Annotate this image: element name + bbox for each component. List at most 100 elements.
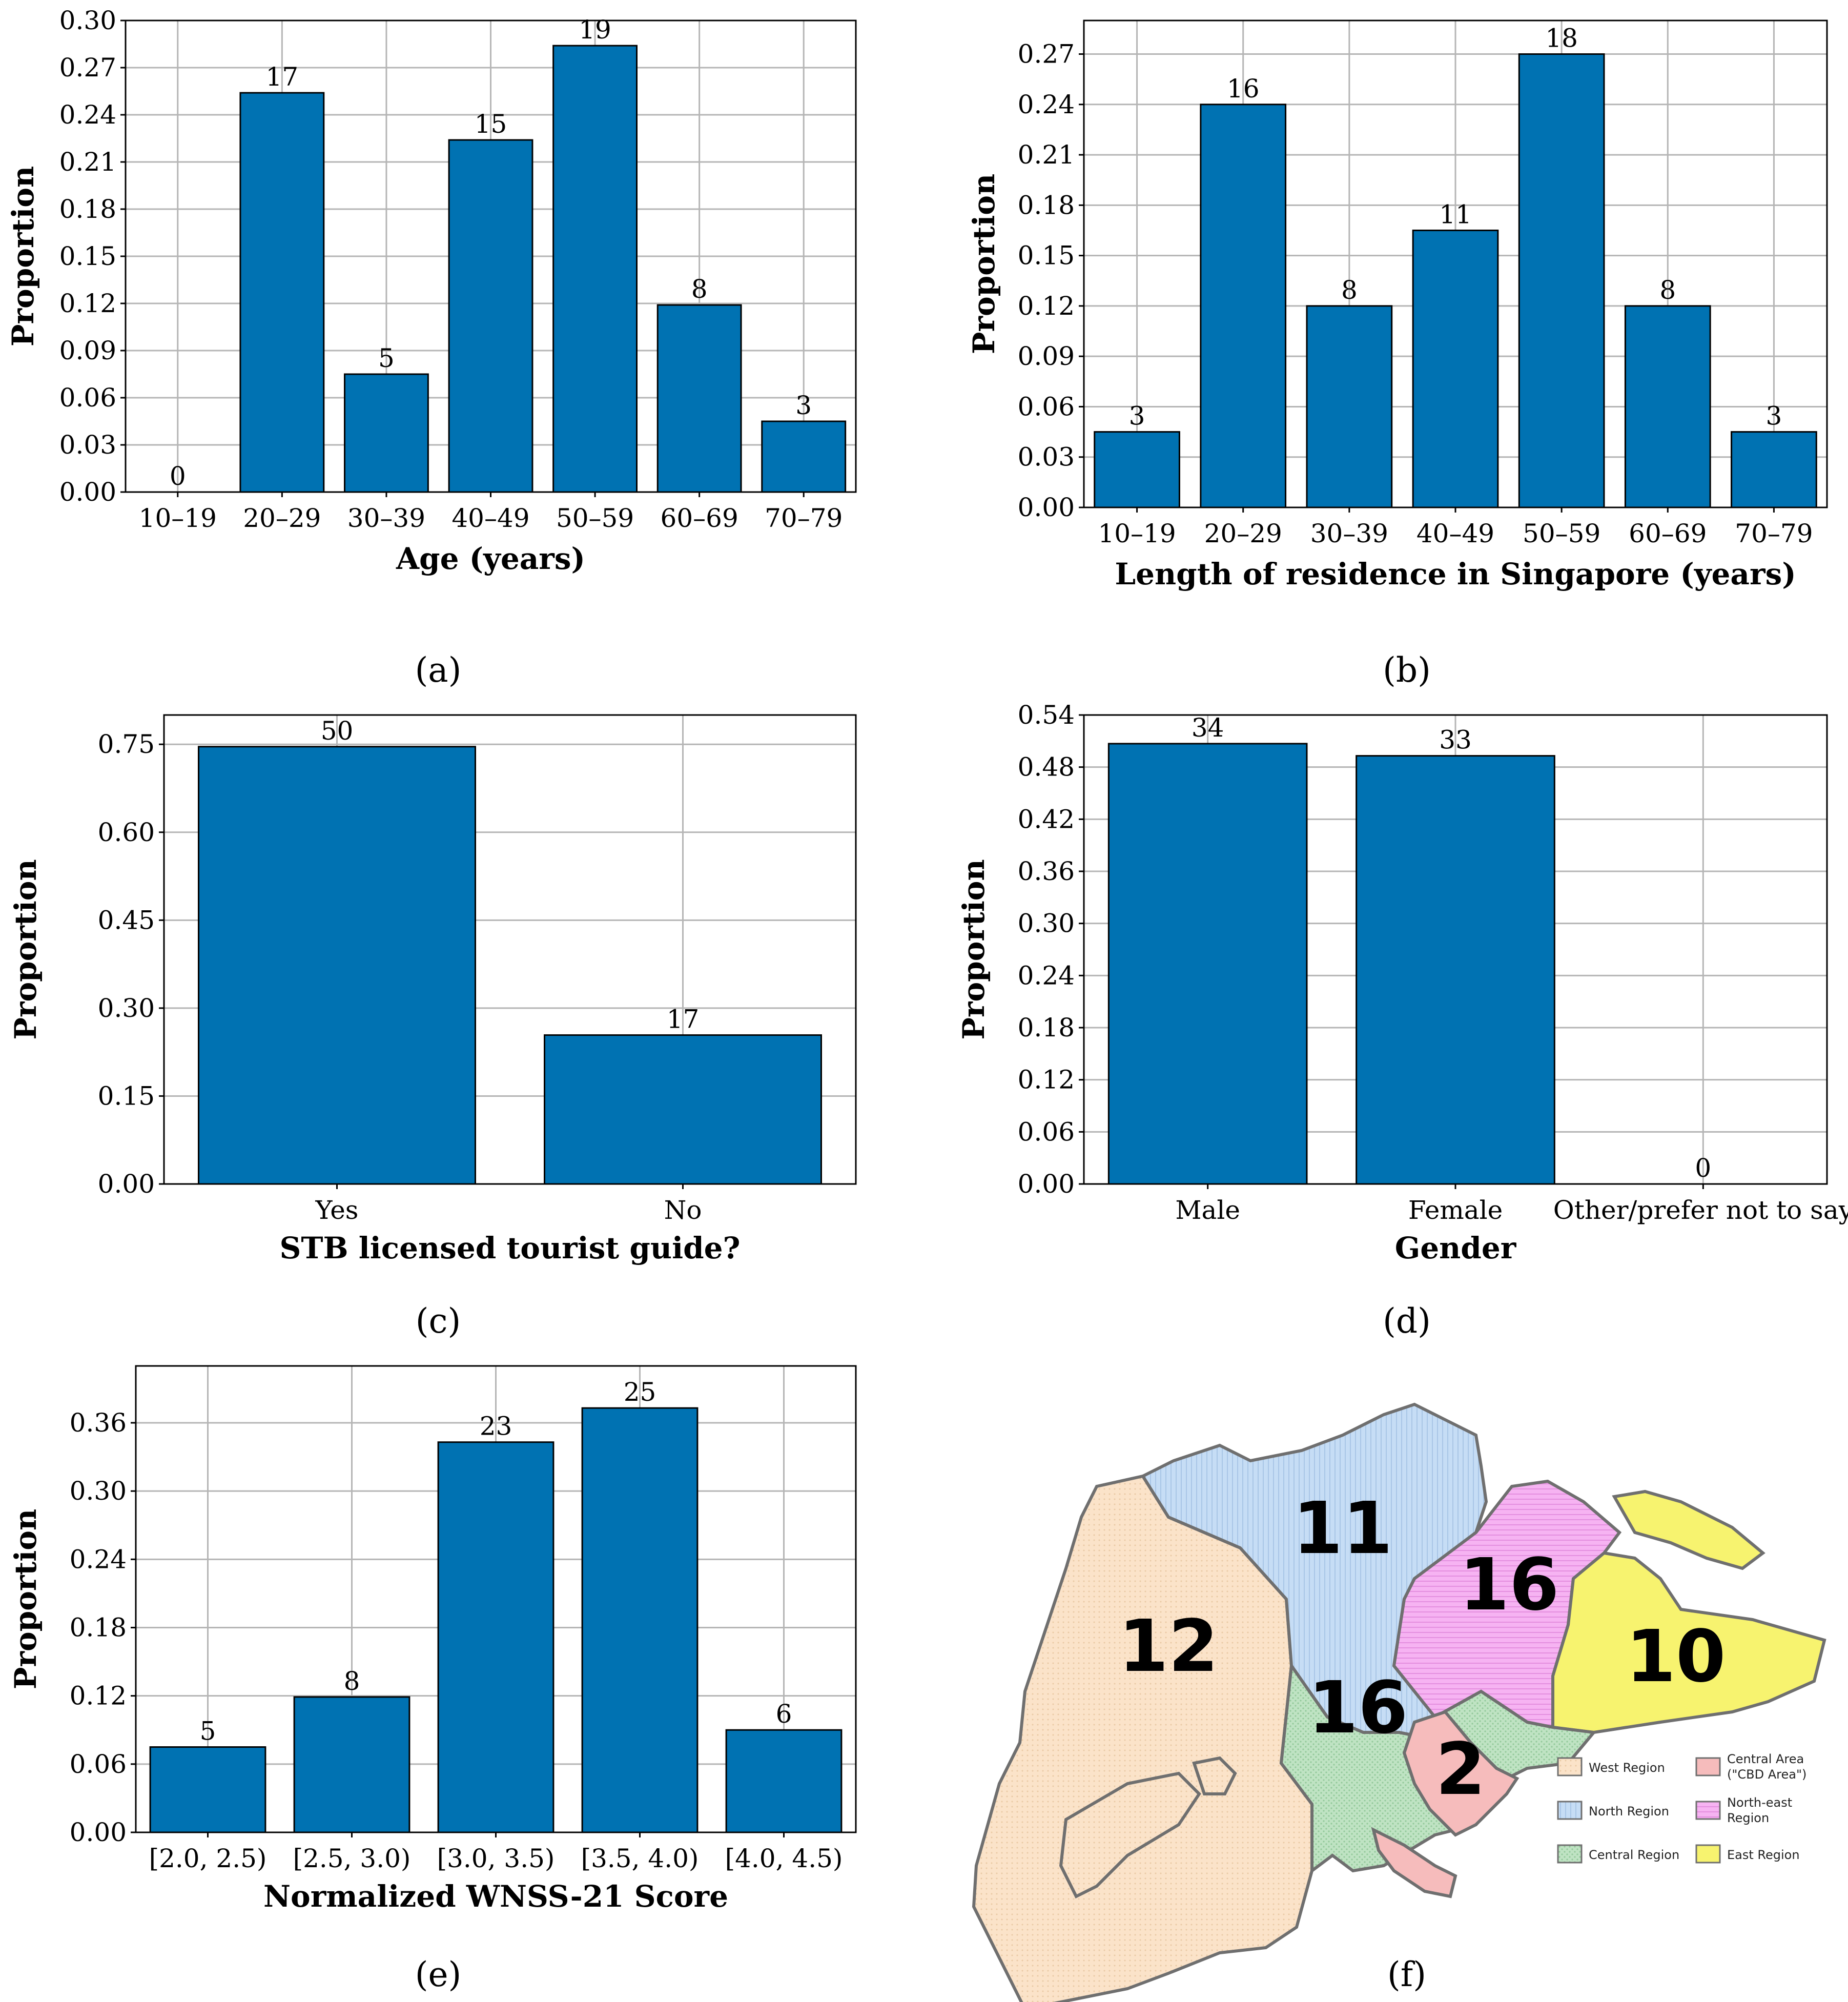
bar-b-4	[1518, 53, 1605, 508]
y-tick-label-2: 0.06	[59, 383, 116, 413]
caption-f: (f)	[1387, 1955, 1426, 1994]
x-tick-label-0: [2.0, 2.5)	[149, 1844, 267, 1873]
caption-b: (b)	[1383, 650, 1431, 690]
y-tick-label-4: 0.12	[59, 289, 116, 318]
y-tick-label-0: 0.00	[1018, 493, 1075, 522]
y-tick-label-3: 0.09	[59, 336, 116, 365]
x-tick-label-6: 70–79	[765, 503, 843, 533]
bar-count-label-0: 34	[1192, 713, 1224, 743]
bar-b-1	[1200, 104, 1287, 508]
central-region-count: 16	[1308, 1666, 1408, 1750]
legend-north-east-line1: North-east	[1727, 1795, 1792, 1810]
x-axis-label: Normalized WNSS-21 Score	[263, 1879, 728, 1914]
bar-e-1	[293, 1696, 410, 1833]
y-tick-label-5: 0.15	[59, 241, 116, 271]
north-region-count: 11	[1293, 1487, 1393, 1570]
y-tick-label-0: 0.00	[59, 477, 116, 507]
y-tick-label-7: 0.21	[59, 147, 116, 177]
x-tick-label-1: No	[664, 1195, 702, 1225]
bar-e-0	[149, 1746, 266, 1833]
bar-count-label-6: 3	[1766, 401, 1782, 431]
x-tick-label-3: 40–49	[1416, 519, 1494, 548]
bar-count-label-3: 15	[475, 109, 507, 139]
y-tick-label-8: 0.24	[1018, 90, 1075, 119]
y-axis-label: Proportion	[6, 166, 40, 346]
bar-count-label-5: 8	[1659, 275, 1676, 305]
y-tick-label-1: 0.06	[1018, 1117, 1075, 1147]
caption-c: (c)	[416, 1301, 461, 1341]
x-axis-label: STB licensed tourist guide?	[279, 1231, 740, 1265]
x-tick-label-2: 30–39	[1310, 519, 1388, 548]
x-tick-label-1: Female	[1408, 1195, 1503, 1225]
legend-swatch-central	[1557, 1844, 1583, 1864]
y-tick-label-0: 0.00	[98, 1169, 155, 1199]
plot-frame	[1083, 714, 1828, 1185]
legend-cbd-line1: Central Area	[1727, 1752, 1804, 1766]
legend-swatch-north	[1557, 1801, 1583, 1820]
east-region-count: 10	[1626, 1615, 1726, 1699]
x-tick-label-0: 10–19	[139, 503, 217, 533]
y-tick-label-10: 0.30	[59, 6, 116, 35]
bar-count-label-4: 6	[776, 1699, 792, 1729]
bar-count-label-1: 33	[1439, 725, 1472, 755]
y-tick-label-3: 0.45	[98, 905, 155, 935]
y-tick-label-4: 0.60	[98, 818, 155, 847]
y-tick-label-6: 0.36	[1018, 856, 1075, 886]
bar-count-label-1: 8	[344, 1666, 360, 1696]
x-axis-label: Length of residence in Singapore (years)	[1115, 557, 1796, 591]
y-tick-label-6: 0.18	[59, 194, 116, 224]
bar-count-label-3: 11	[1439, 199, 1472, 229]
x-tick-label-1: 20–29	[243, 503, 321, 533]
chart-panel-b: 0.00 0.03 0.06 0.09 0.12 0.15 0.18 0.21 0.24 0.27…	[967, 19, 1828, 690]
y-tick-label-5: 0.75	[98, 729, 155, 759]
y-tick-label-5: 0.15	[1018, 241, 1075, 271]
chart-panel-a: 0.00 0.03 0.06 0.09 0.12 0.15 0.18 0.21 0.24 0.27…	[6, 6, 857, 690]
legend-west: West Region	[1589, 1761, 1665, 1775]
legend-swatch-east	[1695, 1844, 1721, 1864]
y-tick-label-9: 0.54	[1018, 700, 1075, 730]
y-tick-label-1: 0.15	[98, 1081, 155, 1111]
legend-east: East Region	[1727, 1848, 1800, 1862]
plot-frame	[125, 19, 857, 493]
x-tick-label-4: 50–59	[556, 503, 634, 533]
caption-e: (e)	[415, 1955, 462, 1994]
bar-c-0	[198, 746, 476, 1185]
x-tick-label-5: 60–69	[1629, 519, 1707, 548]
y-tick-label-3: 0.09	[1018, 341, 1075, 371]
chart-panel-d: 0.00 0.06 0.12 0.18 0.24 0.30 0.36 0.42 0.48 0.54…	[956, 700, 1848, 1341]
bar-a-4	[552, 45, 638, 493]
legend-north-east-line2: Region	[1727, 1811, 1769, 1825]
bar-e-3	[581, 1407, 699, 1833]
cbd-area-count: 2	[1435, 1728, 1485, 1811]
north-east-region-count: 16	[1460, 1543, 1559, 1627]
map-legend: West Region North Region Central Region …	[1557, 1752, 1806, 1864]
bar-count-label-4: 18	[1545, 24, 1578, 53]
central-area-cbd	[1402, 1710, 1520, 1837]
y-tick-label-6: 0.18	[1018, 190, 1075, 220]
y-tick-label-2: 0.12	[1018, 1065, 1075, 1095]
y-tick-label-5: 0.30	[70, 1476, 127, 1506]
y-tick-label-4: 0.24	[70, 1544, 127, 1574]
y-tick-label-1: 0.03	[59, 430, 116, 460]
western-islet	[1192, 1756, 1237, 1795]
bar-b-0	[1094, 431, 1180, 508]
bar-count-label-2: 23	[480, 1412, 512, 1441]
x-tick-label-0: 10–19	[1098, 519, 1176, 548]
bar-count-label-1: 16	[1227, 74, 1260, 104]
y-tick-label-7: 0.21	[1018, 140, 1075, 170]
y-tick-label-0: 0.00	[1018, 1169, 1075, 1199]
legend-central: Central Region	[1589, 1848, 1679, 1862]
y-tick-label-9: 0.27	[1018, 39, 1075, 69]
legend-north: North Region	[1589, 1804, 1669, 1819]
y-tick-label-0: 0.00	[70, 1817, 127, 1847]
east-island	[1612, 1489, 1765, 1570]
y-tick-label-2: 0.12	[70, 1681, 127, 1711]
bar-a-3	[448, 139, 533, 493]
bar-b-2	[1306, 305, 1393, 508]
bar-count-label-5: 8	[691, 274, 708, 304]
x-tick-label-2: [3.0, 3.5)	[437, 1844, 555, 1873]
legend-cbd-line2: ("CBD Area")	[1727, 1767, 1806, 1782]
bar-count-label-6: 3	[795, 391, 812, 420]
